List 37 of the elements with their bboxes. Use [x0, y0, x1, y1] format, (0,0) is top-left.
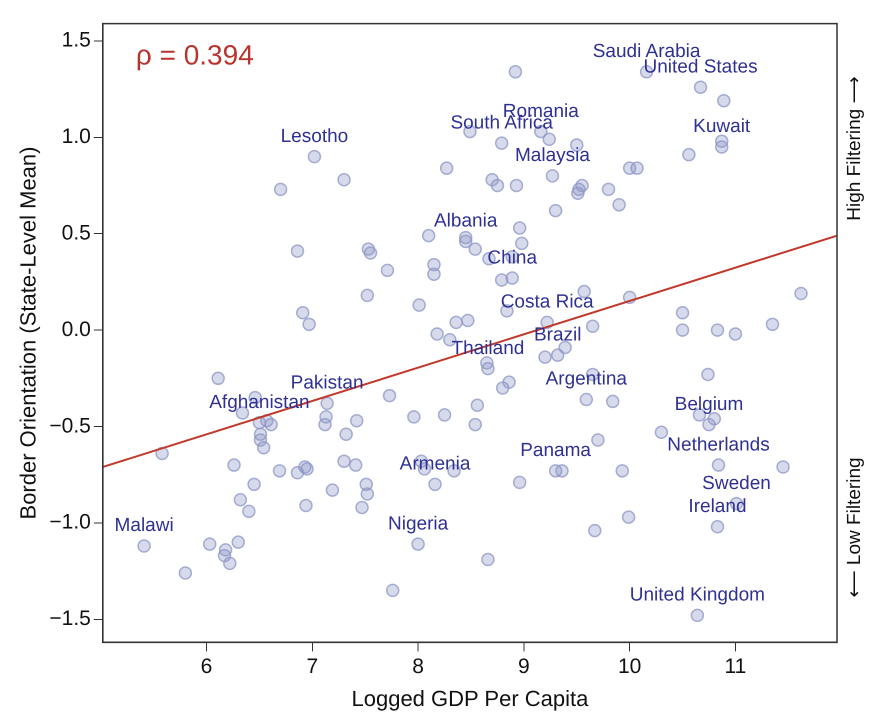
annotation: ρ = 0.394 — [136, 39, 254, 70]
x-tick-label: 7 — [306, 654, 318, 678]
annotation: Panama — [520, 440, 592, 462]
annotation: Lesotho — [280, 126, 348, 147]
y-tick-label: 1.5 — [62, 28, 91, 52]
annotation: Pakistan — [290, 372, 364, 394]
y-tick-label: −1.5 — [49, 607, 91, 630]
annotation: Costa Rica — [500, 292, 594, 313]
annotation: Armenia — [400, 454, 471, 475]
annotation: Argentina — [546, 368, 628, 390]
x-tick-label: 6 — [200, 654, 212, 678]
annotation: Nigeria — [388, 513, 449, 534]
annotation: Afghanistan — [209, 392, 310, 413]
x-axis-title: Logged GDP Per Capita — [352, 686, 590, 711]
annotation: Ireland — [688, 496, 747, 517]
annotation: Netherlands — [667, 434, 770, 456]
annotation: Albania — [434, 210, 498, 232]
x-tick-label: 11 — [724, 654, 746, 678]
y-axis-title: Border Orientation (State-Level Mean) — [15, 146, 40, 520]
y-tick-label: −1.0 — [49, 510, 91, 534]
annotation: United Kingdom — [630, 584, 765, 606]
y-tick-label: 0.0 — [62, 318, 91, 341]
annotation: Malaysia — [514, 145, 590, 166]
x-tick-label: 8 — [412, 654, 424, 678]
annotation: China — [487, 247, 538, 268]
y-tick-label: 1.0 — [62, 125, 91, 148]
text: High Filtering ⟶ — [844, 76, 866, 221]
annotation: Brazil — [534, 324, 582, 346]
x-tick-label: 10 — [618, 654, 642, 678]
text: ⟵ Low Filtering — [844, 457, 866, 598]
annotation: Sweden — [702, 472, 771, 494]
y-tick-label: 0.5 — [62, 222, 91, 245]
y-tick-label: −0.5 — [49, 414, 91, 438]
annotation: Kuwait — [693, 116, 751, 138]
x-tick-label: 9 — [518, 654, 530, 678]
annotation: Malawi — [114, 515, 174, 536]
annotation: Belgium — [674, 394, 744, 415]
